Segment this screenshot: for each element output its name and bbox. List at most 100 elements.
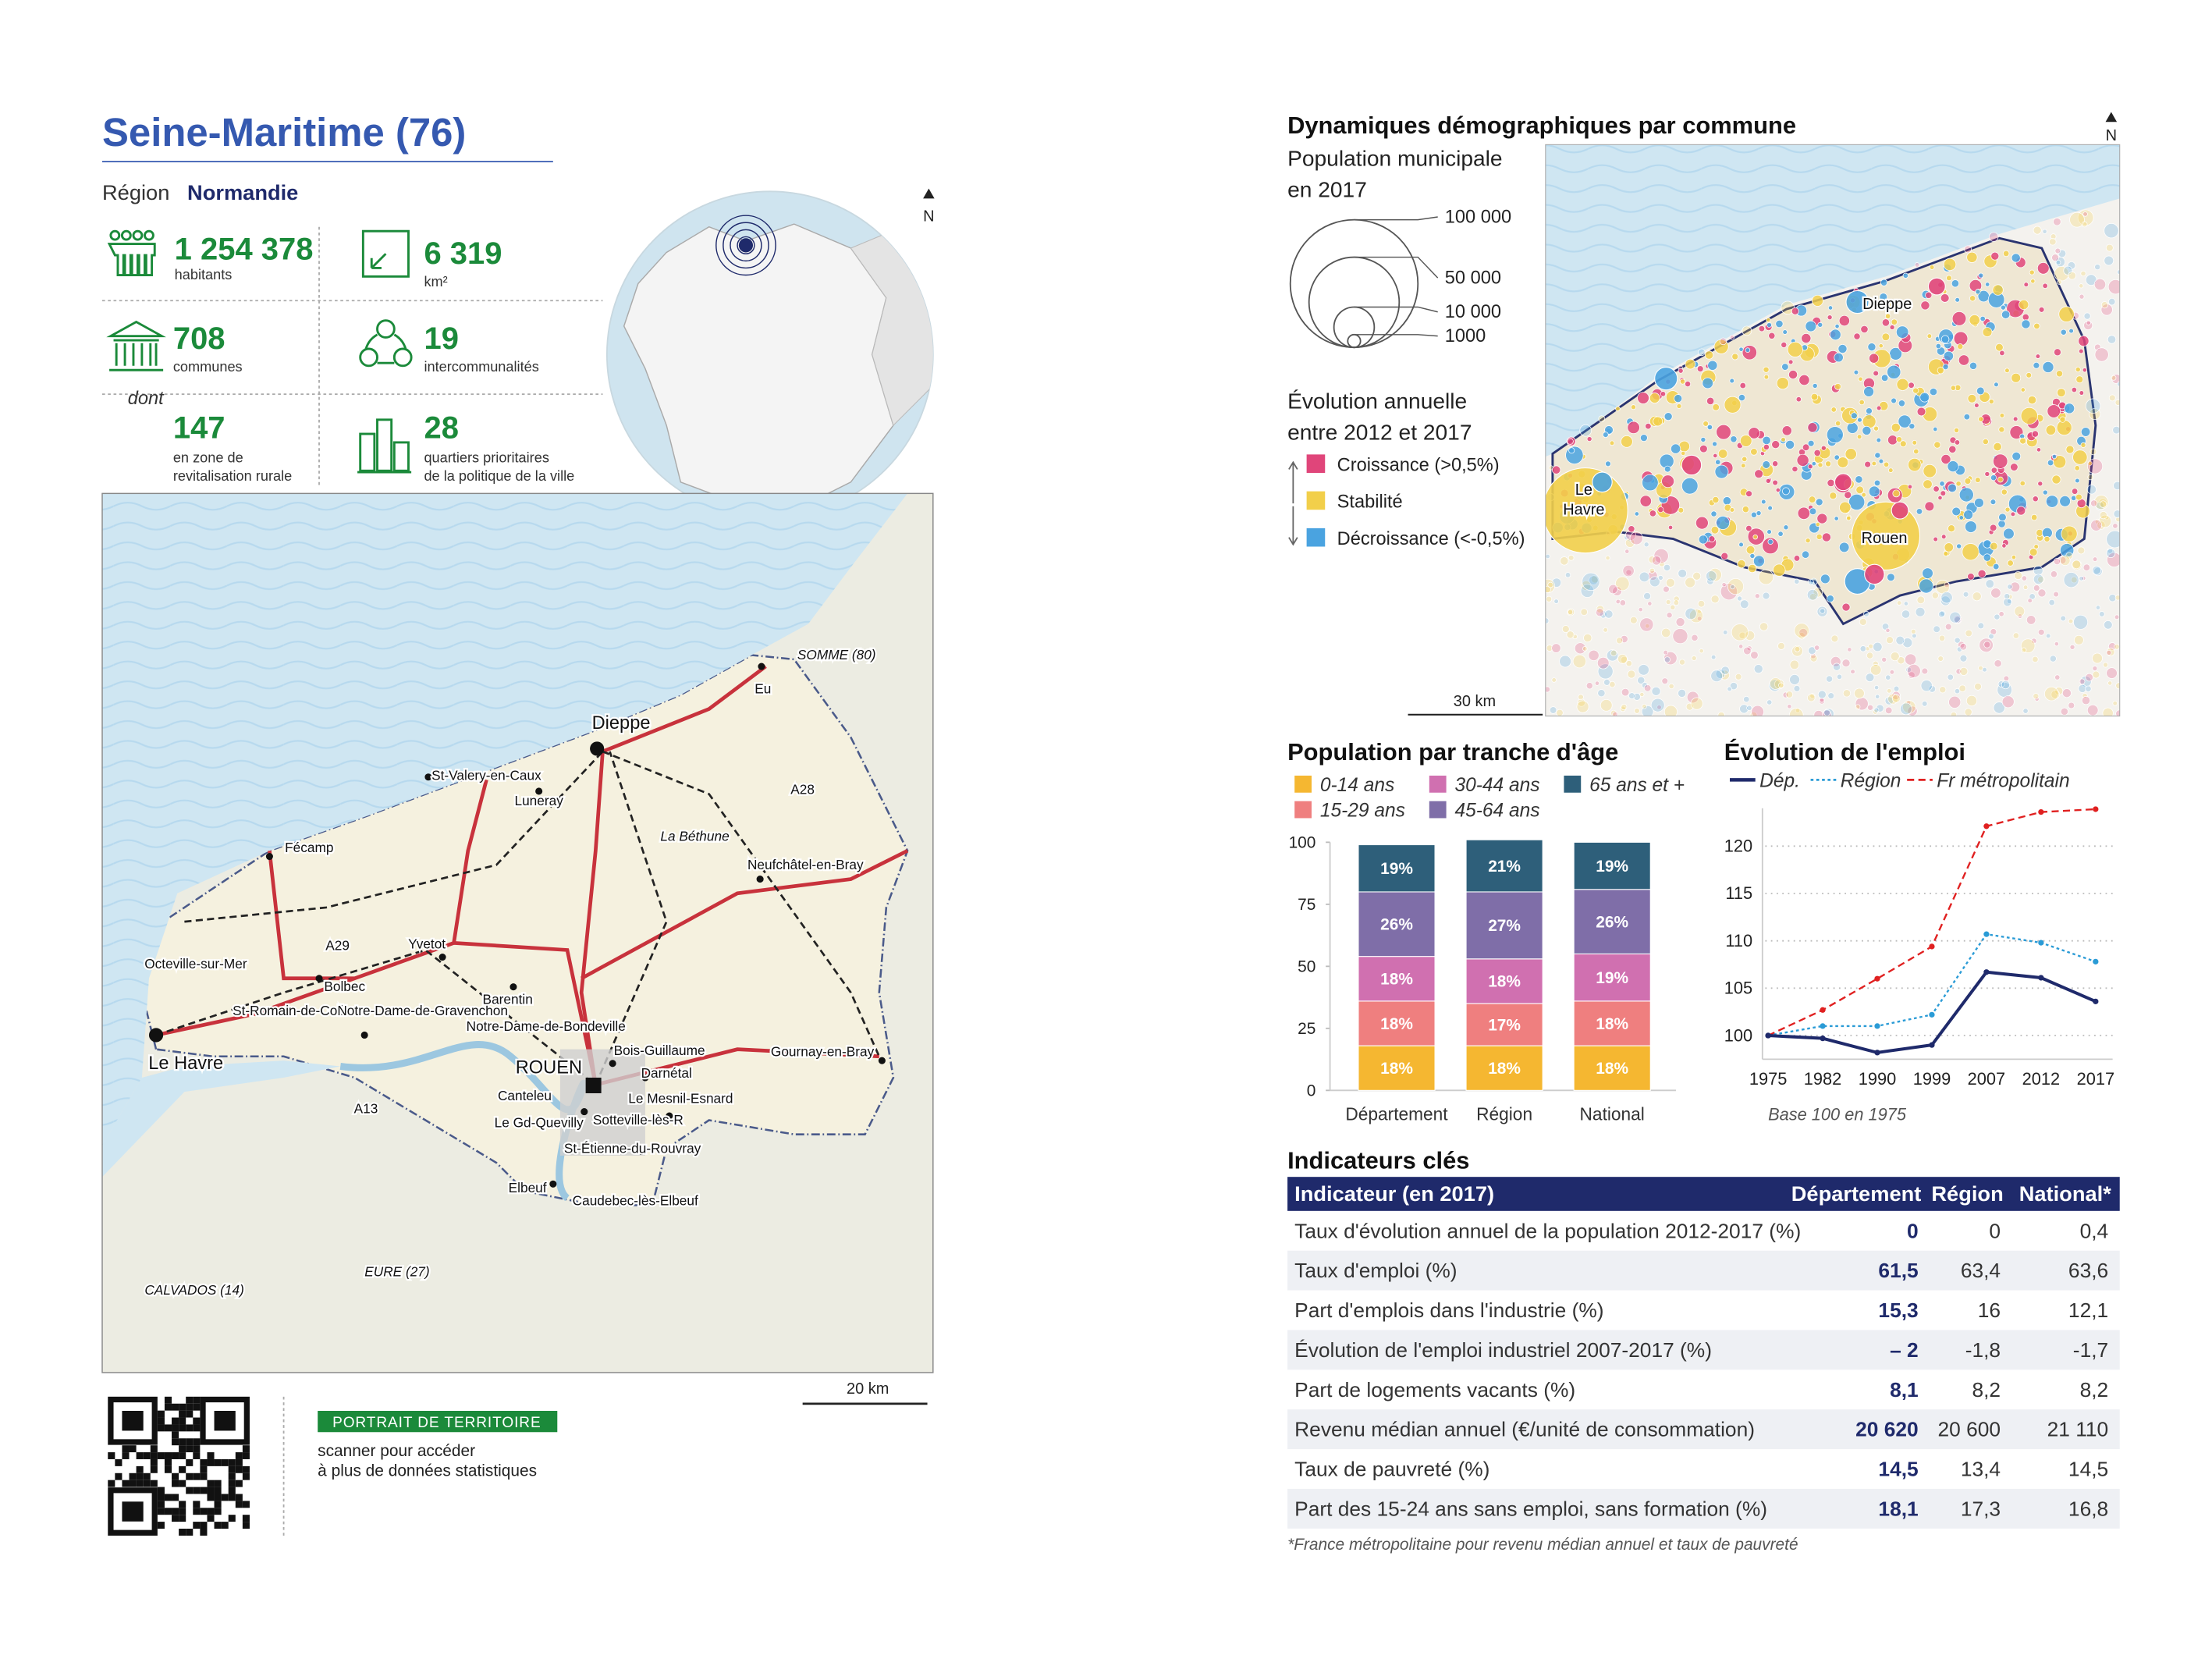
scale-label: 30 km xyxy=(1454,693,1496,710)
commune-bubble xyxy=(2107,335,2117,344)
page-title: Seine-Maritime (76) xyxy=(102,110,466,155)
qr-cell xyxy=(115,1472,122,1480)
table-cell: 20 600 xyxy=(1938,1418,2001,1441)
town xyxy=(637,1147,645,1156)
commune-bubble xyxy=(2033,565,2043,576)
commune-bubble xyxy=(1749,711,1758,716)
commune-bubble xyxy=(1875,694,1880,699)
legend-title: Évolution annuelle xyxy=(1287,389,1467,413)
qr-cell xyxy=(193,1501,201,1508)
town xyxy=(360,1031,368,1039)
commune-bubble xyxy=(1625,660,1633,667)
commune-bubble xyxy=(1785,439,1795,449)
commune-bubble xyxy=(1873,641,1883,652)
commune-bubble xyxy=(2027,395,2037,405)
commune-bubble xyxy=(1666,612,1673,619)
legend-label: 45-64 ans xyxy=(1455,801,1540,822)
commune-bubble xyxy=(2058,306,2075,322)
map-label: Notre-Dame-de-Gravenchon xyxy=(337,1003,508,1018)
commune-bubble xyxy=(1653,416,1663,427)
commune-bubble xyxy=(1794,646,1801,652)
commune-bubble xyxy=(1963,510,1974,520)
qr-cell xyxy=(164,1494,172,1501)
commune-bubble xyxy=(1585,682,1593,690)
commune-bubble xyxy=(2079,390,2085,396)
commune-bubble xyxy=(1881,318,1890,327)
commune-bubble xyxy=(2042,489,2048,496)
estuary xyxy=(101,1060,341,1178)
commune-bubble xyxy=(2029,269,2035,275)
commune-bubble xyxy=(1811,461,1816,467)
commune-bubble xyxy=(1656,705,1662,710)
commune-bubble xyxy=(2068,328,2074,334)
commune-bubble xyxy=(1978,416,1984,422)
city-bubble xyxy=(1927,277,1946,296)
commune-bubble xyxy=(2007,560,2014,567)
value-label: 18% xyxy=(1488,973,1521,991)
commune-bubble xyxy=(2011,451,2022,461)
commune-bubble xyxy=(1651,556,1662,566)
qr-cell xyxy=(179,1501,186,1508)
bar-segment xyxy=(1573,953,1651,1002)
commune-bubble xyxy=(1578,694,1584,701)
qr-cell xyxy=(136,1480,144,1487)
commune-bubble xyxy=(1679,378,1686,385)
footnote: *France métropolitaine pour revenu média… xyxy=(1287,1536,1798,1554)
commune-bubble xyxy=(1702,377,1713,389)
commune-bubble xyxy=(1819,697,1825,703)
qr-cell xyxy=(242,1445,250,1453)
commune-bubble xyxy=(1817,462,1823,468)
commune-bubble xyxy=(1826,595,1834,603)
commune-bubble xyxy=(1758,569,1774,585)
commune-bubble xyxy=(1745,545,1756,555)
commune-bubble xyxy=(1955,297,1960,303)
qr-finder xyxy=(214,1411,236,1431)
commune-bubble xyxy=(2050,233,2057,240)
qr-cell xyxy=(214,1508,222,1515)
legend-title: Population municipale xyxy=(1287,147,1503,171)
commune-bubble xyxy=(1572,654,1587,669)
commune-bubble xyxy=(1944,623,1952,631)
city-bubble xyxy=(1834,473,1852,492)
qr-cell xyxy=(214,1487,222,1494)
size-legend-leader xyxy=(1354,334,1438,337)
commune-bubble xyxy=(1712,496,1720,504)
commune-bubble xyxy=(2055,370,2064,378)
commune-bubble xyxy=(1807,422,1818,433)
map-label: St-Romain-de-Colbosc xyxy=(233,1003,369,1018)
commune-bubble xyxy=(1690,697,1703,710)
sea-waves xyxy=(101,493,933,1146)
commune-bubble xyxy=(1692,571,1702,581)
commune-bubble xyxy=(1719,337,1727,346)
commune-bubble xyxy=(1916,407,1926,417)
size-legend-circle xyxy=(1347,333,1362,349)
qr-cell xyxy=(200,1508,208,1515)
commune-bubble xyxy=(2010,511,2016,517)
commune-bubble xyxy=(1767,538,1774,545)
qr-cell xyxy=(136,1452,144,1459)
commune-bubble xyxy=(1850,669,1855,675)
qr-cell xyxy=(221,1494,229,1501)
commune-bubble xyxy=(1729,335,1735,340)
commune-bubble xyxy=(2042,282,2048,289)
qr-cell xyxy=(143,1480,151,1487)
commune-bubble xyxy=(1674,394,1683,403)
table-cell: -1,8 xyxy=(1965,1338,2001,1362)
commune-bubble xyxy=(1713,453,1718,459)
map-label: Octeville-sur-Mer xyxy=(144,956,247,972)
point xyxy=(1820,1007,1826,1013)
commune-bubble xyxy=(1753,555,1765,567)
railway xyxy=(184,751,604,923)
commune-bubble xyxy=(1845,448,1857,460)
point xyxy=(1929,1042,1935,1048)
commune-bubble xyxy=(2009,581,2021,593)
commune-bubble xyxy=(1958,354,1970,366)
commune-bubble xyxy=(1887,693,1899,705)
commune-bubble xyxy=(1710,654,1717,660)
urban-area xyxy=(559,1049,645,1156)
map-label: Le Havre xyxy=(148,1053,223,1074)
commune-bubble xyxy=(2100,304,2113,316)
commune-bubble xyxy=(1768,332,1776,339)
figure-label: km² xyxy=(424,274,447,290)
commune-bubble xyxy=(2060,329,2067,336)
